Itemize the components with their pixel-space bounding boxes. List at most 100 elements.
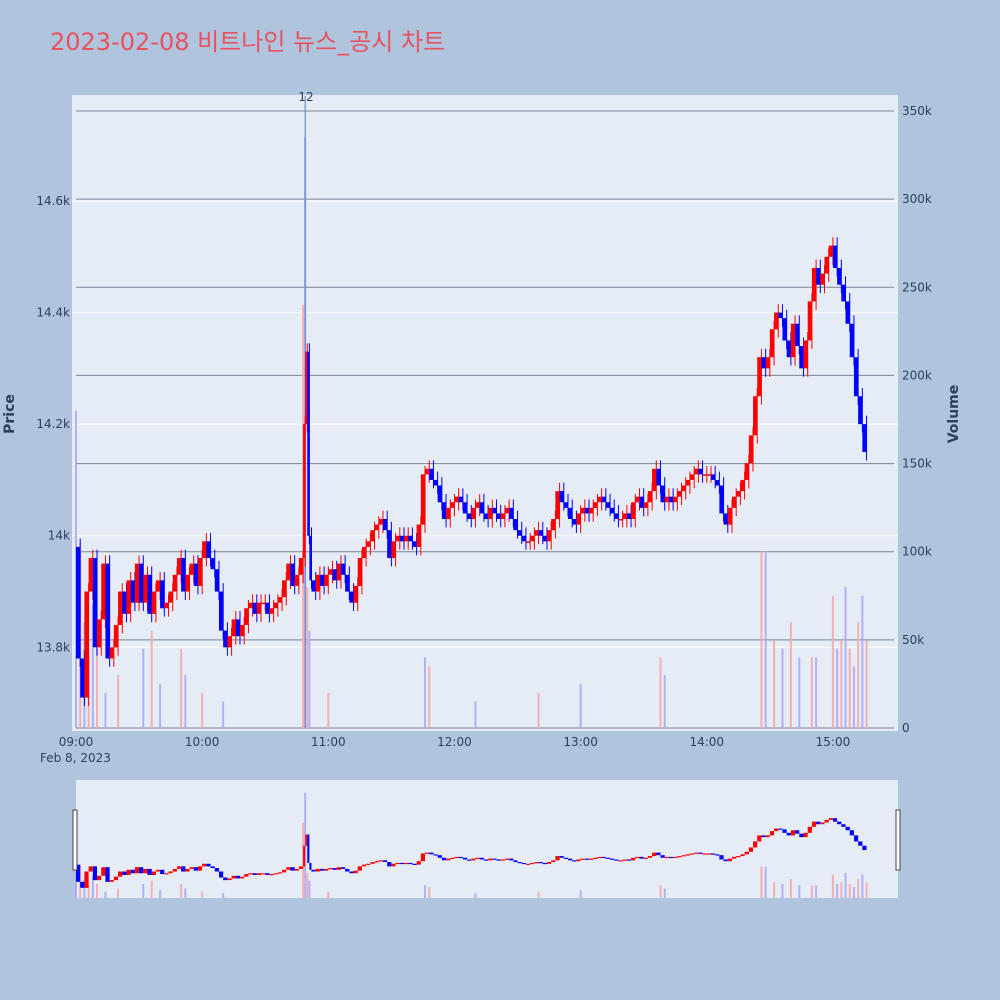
- range-slider-candle: [820, 822, 825, 825]
- candle-body: [504, 507, 510, 514]
- range-slider-candle: [134, 867, 140, 874]
- range-slider-candle: [441, 857, 447, 861]
- candle-body: [626, 513, 632, 519]
- candle-body: [723, 513, 728, 525]
- range-slider-candle: [593, 857, 598, 859]
- range-slider-candle: [719, 855, 724, 860]
- candle-body: [551, 519, 556, 531]
- x-tick-label: 13:00: [563, 735, 598, 749]
- volume-tick-label: 250k: [902, 280, 932, 294]
- candle-body: [736, 491, 741, 497]
- candle-body: [441, 502, 447, 519]
- range-slider-candle: [399, 862, 404, 865]
- range-slider-candle: [807, 826, 812, 833]
- candle-body: [244, 608, 249, 625]
- volume-bar: [201, 692, 204, 728]
- range-slider-candle: [420, 853, 426, 862]
- candle-body: [795, 323, 800, 347]
- range-slider-volume-bar: [306, 872, 309, 898]
- candle-body: [698, 468, 703, 475]
- range-slider-candle: [244, 874, 249, 877]
- range-slider-volume-bar: [159, 890, 162, 898]
- candle-body: [168, 591, 173, 603]
- x-axis-date-label: Feb 8, 2023: [40, 751, 111, 765]
- candle-body: [706, 474, 711, 476]
- candle-body: [273, 602, 278, 609]
- price-tick-label: 14k: [48, 529, 70, 543]
- candle-body: [202, 541, 207, 559]
- candle-body: [639, 496, 644, 508]
- candle-body: [845, 301, 850, 324]
- range-slider-candle: [500, 859, 505, 861]
- range-slider-candle: [374, 861, 379, 863]
- range-slider-candle: [521, 862, 526, 865]
- range-slider-candle: [483, 859, 489, 861]
- candle-body: [404, 535, 409, 542]
- range-slider-candle: [849, 830, 854, 836]
- candle-body: [315, 574, 320, 592]
- candle-body: [559, 491, 564, 503]
- range-slider-candle: [795, 830, 800, 834]
- range-slider-candle: [525, 863, 531, 865]
- range-slider-candle: [702, 853, 707, 855]
- range-slider[interactable]: [76, 780, 898, 898]
- range-slider-candle: [618, 860, 623, 862]
- range-slider-candle: [97, 875, 102, 881]
- range-slider-candle: [816, 821, 821, 825]
- candle-body: [542, 535, 547, 542]
- range-slider-candle: [765, 835, 770, 838]
- x-tick-label: 14:00: [689, 735, 724, 749]
- range-slider-candle: [214, 868, 219, 872]
- candle-body: [597, 496, 602, 503]
- range-slider-candle: [395, 862, 400, 865]
- range-slider-right-handle[interactable]: [895, 809, 901, 871]
- candle-body: [702, 474, 707, 476]
- x-tick-label: 12:00: [437, 735, 472, 749]
- candle-body: [652, 468, 657, 492]
- range-slider-volume-bar: [789, 879, 792, 898]
- range-slider-candle: [408, 862, 413, 865]
- range-slider-candle: [509, 858, 514, 861]
- candle-body: [248, 602, 253, 609]
- candle-body: [530, 535, 535, 542]
- range-slider-left-handle[interactable]: [72, 809, 78, 871]
- candle-body: [429, 468, 434, 480]
- range-slider-volume-bar: [424, 885, 427, 898]
- range-slider-candle: [282, 869, 287, 873]
- candle-body: [471, 507, 476, 519]
- candle-body: [181, 558, 186, 592]
- candle-body: [109, 647, 114, 659]
- range-slider-volume-bar: [848, 883, 851, 898]
- candle-body: [353, 585, 358, 603]
- range-slider-candle: [496, 859, 501, 861]
- range-slider-volume-bar: [96, 883, 99, 898]
- candle-body: [294, 574, 299, 586]
- range-slider-candle: [635, 856, 640, 859]
- candle-body: [853, 357, 859, 397]
- range-slider-candle: [252, 873, 257, 875]
- candle-body: [160, 580, 165, 609]
- candle-body: [685, 479, 690, 486]
- range-slider-candle: [345, 868, 350, 872]
- range-slider-candle: [681, 855, 686, 857]
- range-slider-candle: [261, 873, 266, 875]
- range-slider-candle: [109, 880, 114, 882]
- range-slider-candle: [84, 871, 89, 888]
- range-slider-candle: [584, 858, 590, 860]
- range-slider-candle: [298, 866, 304, 869]
- range-slider-candle: [504, 858, 510, 860]
- candle-body: [256, 602, 262, 614]
- volume-bar: [848, 648, 851, 728]
- range-slider-volume-bar: [201, 891, 204, 898]
- volume-bar: [180, 648, 183, 728]
- candle-body: [130, 580, 135, 603]
- event-annotation-label: 12: [298, 90, 313, 104]
- range-slider-candle: [534, 862, 539, 864]
- candle-body: [568, 507, 573, 519]
- range-slider-candle: [80, 881, 85, 888]
- range-slider-candle: [845, 826, 850, 831]
- range-slider-volume-bar: [104, 891, 107, 898]
- range-slider-volume-bar: [831, 874, 834, 898]
- range-slider-candle: [559, 856, 564, 858]
- range-slider-candle: [664, 856, 669, 859]
